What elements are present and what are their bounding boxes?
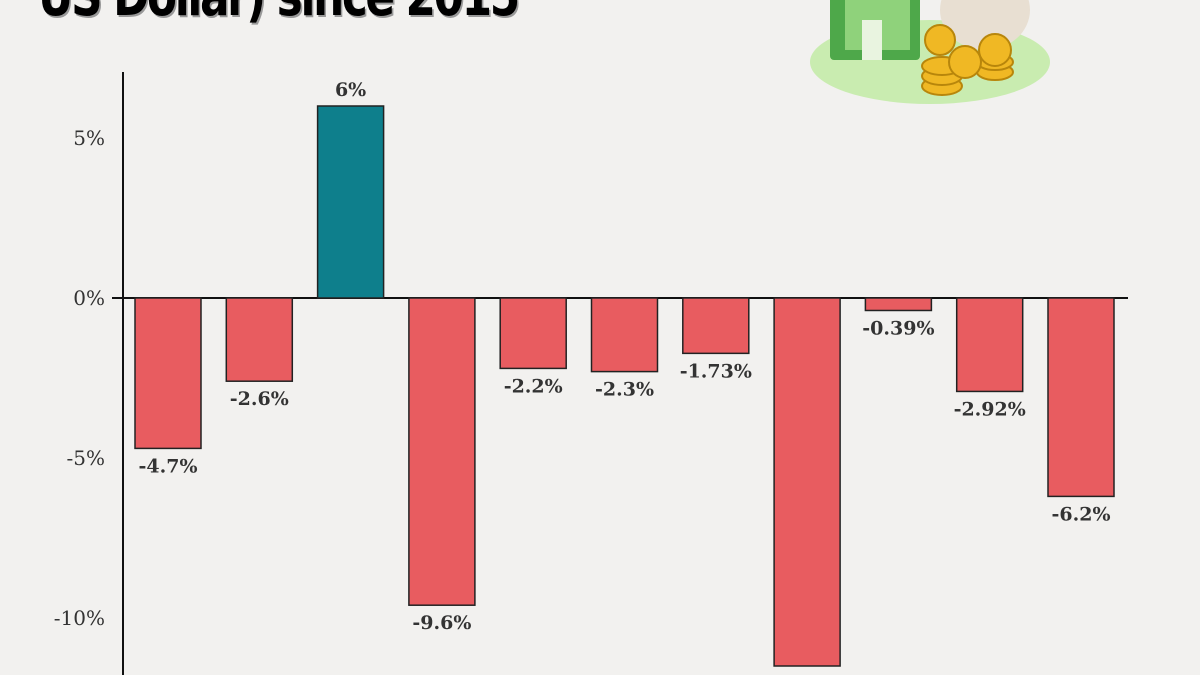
bar (955, 297, 1024, 393)
bar (682, 297, 750, 355)
data-label: -6.2% (1052, 503, 1111, 525)
data-label: -2.6% (230, 388, 289, 410)
data-label: -2.3% (595, 379, 654, 401)
data-label: 6% (335, 79, 366, 101)
bar (864, 297, 933, 312)
bar (1047, 297, 1115, 498)
chart-title: US Dollar) since 2015 (38, 0, 520, 29)
data-label: -1.73% (680, 360, 752, 382)
data-label: -0.39% (862, 317, 934, 339)
data-label: -4.7% (139, 455, 198, 477)
bar (499, 297, 567, 370)
bar (773, 297, 841, 667)
y-tick-label: 5% (73, 126, 105, 150)
data-label: -2.92% (954, 398, 1026, 420)
data-label: -2.2% (504, 375, 563, 397)
y-tick-label: -5% (67, 446, 106, 470)
data-label: -9.6% (412, 612, 471, 634)
bar (590, 297, 659, 373)
bar (225, 297, 294, 382)
y-tick-label: 0% (73, 286, 105, 310)
y-tick-label: -10% (54, 606, 105, 630)
bar (316, 105, 385, 299)
bar (134, 297, 202, 450)
money-illustration-icon (810, 0, 1050, 104)
bar (408, 297, 476, 606)
